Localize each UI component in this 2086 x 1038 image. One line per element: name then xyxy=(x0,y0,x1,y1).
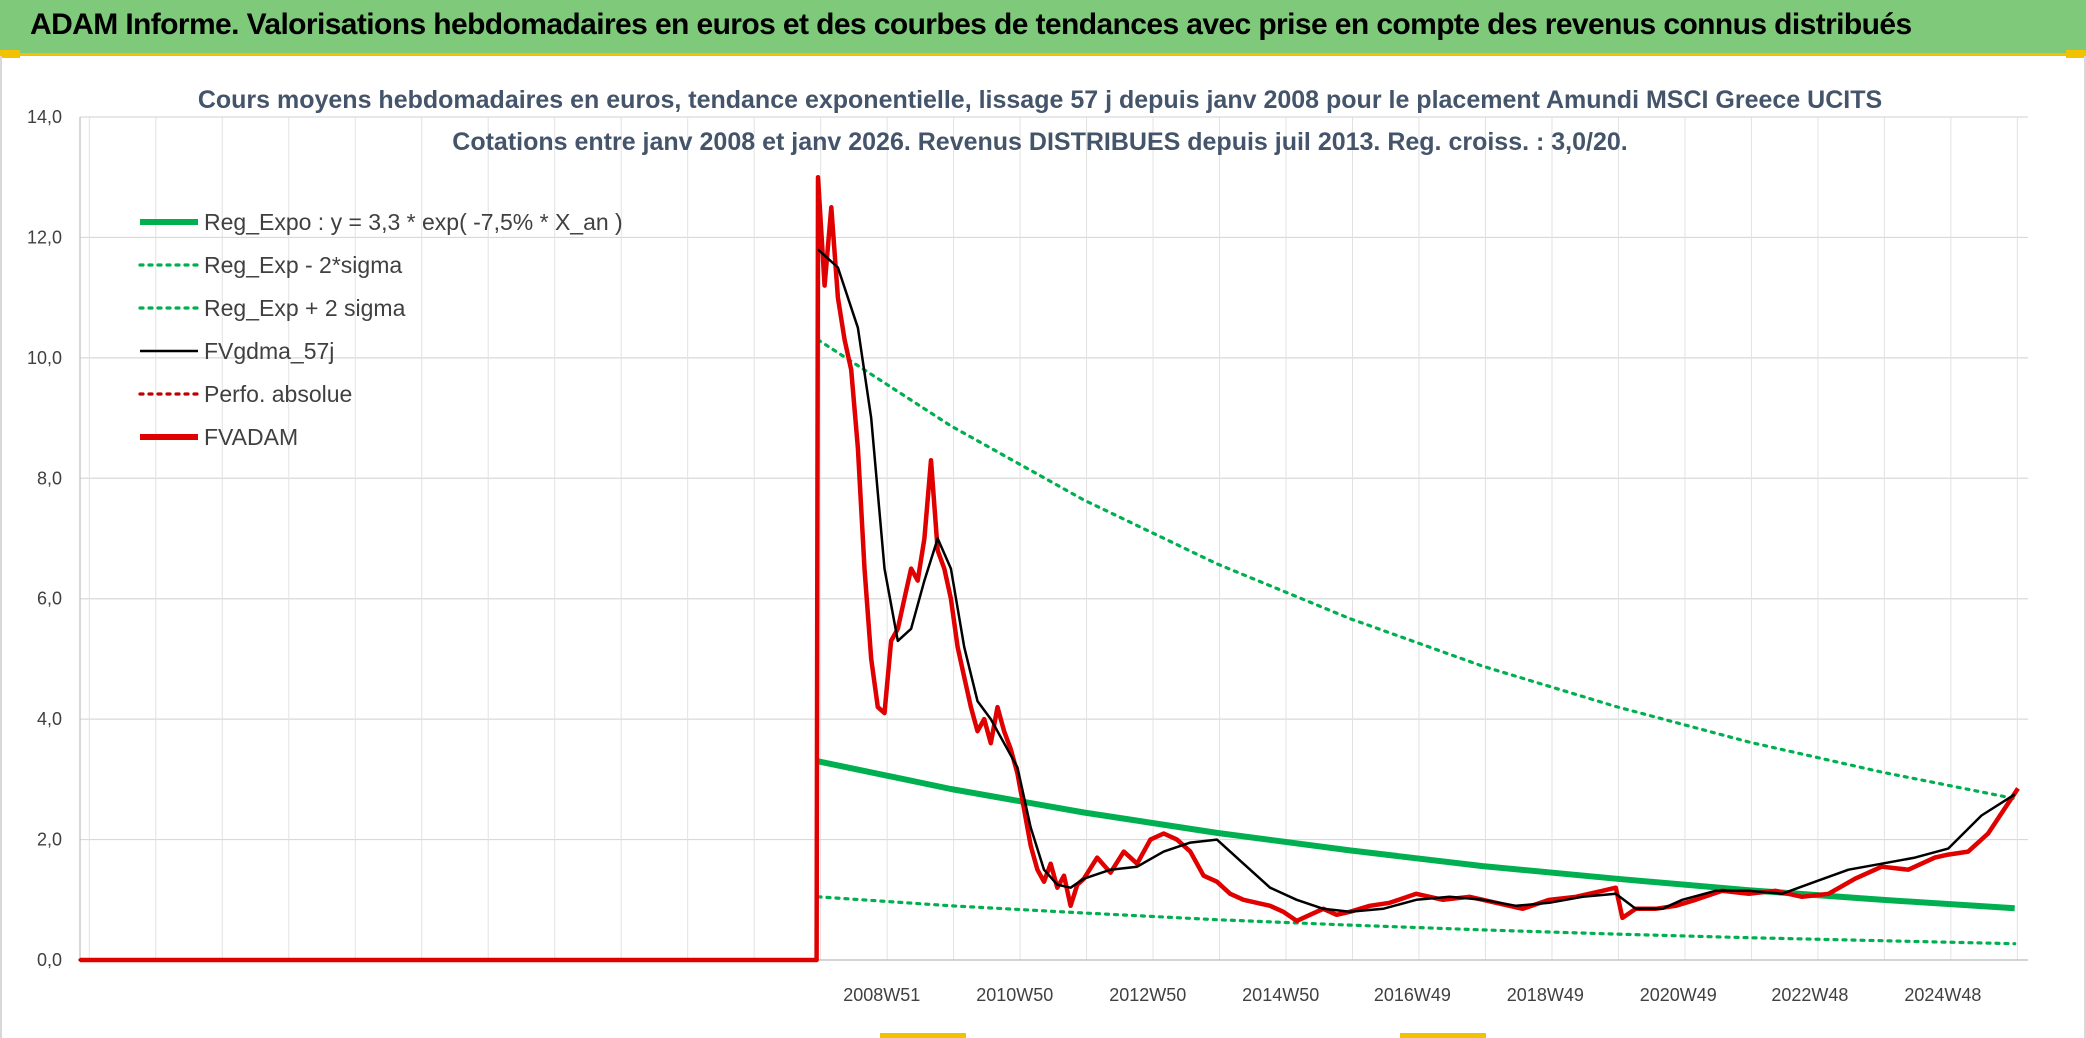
y-tick-label: 2,0 xyxy=(37,830,62,850)
y-tick-label: 10,0 xyxy=(27,348,62,368)
x-tick-label: 2020W49 xyxy=(1640,985,1717,1005)
chart-grid xyxy=(79,116,2028,961)
y-tick-label: 0,0 xyxy=(37,950,62,970)
chart-series xyxy=(78,174,2020,963)
banner-corner-right xyxy=(2066,50,2086,58)
legend-label: Reg_Expo : y = 3,3 * exp( -7,5% * X_an ) xyxy=(204,209,623,235)
y-tick-label: 12,0 xyxy=(27,227,62,247)
x-tick-label: 2016W49 xyxy=(1374,985,1451,1005)
banner-corner-left xyxy=(0,50,20,58)
legend-label: FVgdma_57j xyxy=(204,338,334,364)
y-tick-label: 6,0 xyxy=(37,589,62,609)
x-tick-label: 2008W51 xyxy=(843,985,920,1005)
series-line xyxy=(817,248,2016,914)
x-tick-label: 2012W50 xyxy=(1109,985,1186,1005)
x-tick-label: 2022W48 xyxy=(1771,985,1848,1005)
chart-title-line1: Cours moyens hebdomadaires en euros, ten… xyxy=(198,86,1882,114)
report-banner: ADAM Informe. Valorisations hebdomadaire… xyxy=(0,0,2086,56)
legend-label: Perfo. absolue xyxy=(204,381,352,407)
x-tick-label: 2014W50 xyxy=(1242,985,1319,1005)
y-axis: 0,0 2,0 4,0 6,0 8,0 10,0 12,0 14,0 xyxy=(27,107,62,970)
series-line xyxy=(816,895,2017,946)
chart-title-line2: Cotations entre janv 2008 et janv 2026. … xyxy=(452,128,1627,156)
y-tick-label: 14,0 xyxy=(27,107,62,127)
y-tick-label: 4,0 xyxy=(37,709,62,729)
report-title: ADAM Informe. Valorisations hebdomadaire… xyxy=(30,8,1912,41)
legend-label: Reg_Exp - 2*sigma xyxy=(204,252,402,278)
x-tick-label: 2024W48 xyxy=(1904,985,1981,1005)
y-tick-label: 8,0 xyxy=(37,468,62,488)
series-line xyxy=(816,338,2017,801)
legend-label: Reg_Exp + 2 sigma xyxy=(204,295,406,321)
bottom-accent-2 xyxy=(1400,1033,1486,1038)
legend-label: FVADAM xyxy=(204,424,298,450)
bottom-accent-1 xyxy=(880,1033,966,1038)
chart-legend: Reg_Expo : y = 3,3 * exp( -7,5% * X_an )… xyxy=(138,209,623,450)
x-tick-label: 2010W50 xyxy=(976,985,1053,1005)
series-line xyxy=(817,758,2015,912)
x-axis: 2008W51 2010W50 2012W50 2014W50 2016W49 2018W… xyxy=(843,985,1981,1005)
x-tick-label: 2018W49 xyxy=(1507,985,1584,1005)
chart-frame xyxy=(0,56,2086,1038)
